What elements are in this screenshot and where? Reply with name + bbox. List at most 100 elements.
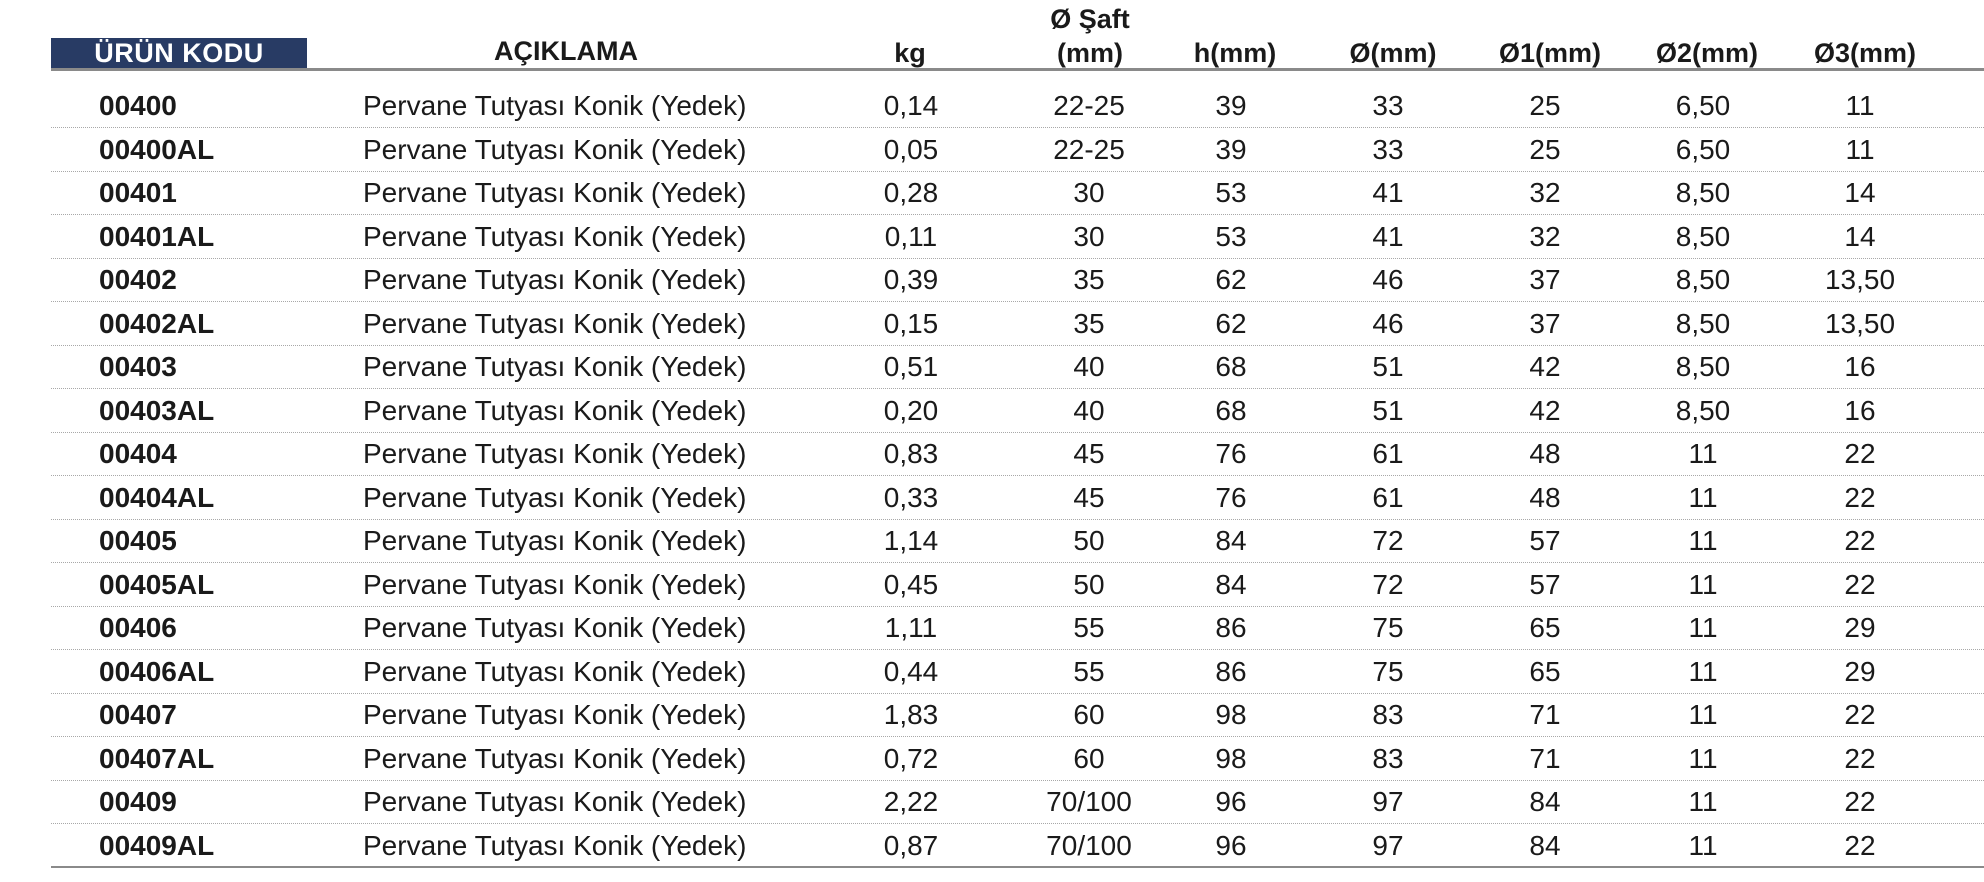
header-h: h(mm)	[1193, 38, 1277, 68]
cell-d1: 84	[1529, 829, 1561, 861]
cell-shaft: 40	[1073, 394, 1105, 426]
table-row: 00406AL Pervane Tutyası Konik (Yedek) 0,44…	[51, 650, 1984, 694]
cell-d2: 11	[1688, 829, 1718, 861]
cell-description: Pervane Tutyası Konik (Yedek)	[363, 438, 747, 469]
header-rule	[51, 68, 1984, 71]
header-description: AÇIKLAMA	[494, 36, 638, 66]
cell-shaft: 45	[1073, 481, 1105, 513]
cell-d2: 11	[1688, 786, 1718, 817]
cell-kg: 0,44	[883, 655, 939, 687]
cell-code: 00401	[99, 177, 177, 208]
cell-d3: 29	[1844, 612, 1876, 643]
cell-d3: 29	[1844, 655, 1876, 687]
cell-h: 96	[1215, 829, 1247, 861]
cell-shaft: 35	[1073, 264, 1105, 295]
cell-d3: 11	[1845, 133, 1875, 165]
cell-h: 76	[1215, 481, 1247, 513]
table-row: 00404AL Pervane Tutyası Konik (Yedek) 0,33…	[51, 476, 1984, 520]
cell-kg: 0,14	[883, 90, 939, 121]
cell-h: 53	[1215, 177, 1247, 208]
cell-kg: 0,11	[884, 220, 938, 252]
cell-d: 97	[1372, 786, 1404, 817]
cell-shaft: 30	[1073, 220, 1105, 252]
header-d3: Ø3(mm)	[1813, 38, 1916, 68]
cell-shaft: 22-25	[1053, 90, 1125, 121]
cell-h: 98	[1215, 742, 1247, 774]
cell-kg: 0,15	[883, 307, 939, 339]
cell-kg: 0,33	[883, 481, 939, 513]
cell-d: 72	[1372, 568, 1404, 600]
cell-d3: 22	[1844, 742, 1876, 774]
cell-description: Pervane Tutyası Konik (Yedek)	[363, 133, 747, 165]
cell-kg: 1,14	[883, 525, 939, 556]
cell-shaft: 55	[1073, 655, 1105, 687]
cell-shaft: 50	[1073, 568, 1105, 600]
cell-code: 00403AL	[99, 394, 215, 426]
cell-d1: 25	[1529, 133, 1561, 165]
table-row: 00405AL Pervane Tutyası Konik (Yedek) 0,45…	[51, 563, 1984, 607]
cell-d: 41	[1372, 220, 1404, 252]
cell-shaft: 45	[1073, 438, 1105, 469]
header-shaft-line1: Ø Şaft	[1050, 4, 1130, 34]
cell-d: 72	[1372, 525, 1404, 556]
cell-d2: 8,50	[1675, 264, 1731, 295]
table-row: 00402AL Pervane Tutyası Konik (Yedek) 0,15…	[51, 302, 1984, 346]
cell-code: 00402	[99, 264, 177, 295]
table-row: 00409AL Pervane Tutyası Konik (Yedek) 0,87…	[51, 824, 1984, 868]
cell-d3: 16	[1844, 394, 1876, 426]
cell-shaft: 55	[1073, 612, 1105, 643]
cell-code: 00407AL	[99, 742, 215, 774]
cell-d3: 13,50	[1824, 264, 1896, 295]
cell-d3: 22	[1844, 699, 1876, 730]
cell-description: Pervane Tutyası Konik (Yedek)	[363, 90, 747, 121]
cell-description: Pervane Tutyası Konik (Yedek)	[363, 655, 747, 687]
cell-code: 00403	[99, 351, 177, 382]
cell-d2: 11	[1688, 742, 1718, 774]
cell-d3: 22	[1844, 481, 1876, 513]
cell-d: 83	[1372, 699, 1404, 730]
cell-d2: 8,50	[1675, 394, 1731, 426]
cell-code: 00405	[99, 525, 177, 556]
cell-d1: 32	[1529, 177, 1561, 208]
cell-d1: 25	[1529, 90, 1561, 121]
cell-kg: 1,83	[883, 699, 939, 730]
cell-d2: 11	[1688, 612, 1718, 643]
cell-d3: 22	[1844, 525, 1876, 556]
cell-d3: 22	[1844, 568, 1876, 600]
header-shaft-line2: (mm)	[1057, 38, 1123, 68]
cell-d3: 13,50	[1824, 307, 1896, 339]
cell-d3: 22	[1844, 829, 1876, 861]
table-row: 00404 Pervane Tutyası Konik (Yedek) 0,83 45…	[51, 432, 1984, 476]
cell-h: 86	[1215, 655, 1247, 687]
cell-code: 00402AL	[99, 307, 215, 339]
cell-d1: 37	[1529, 264, 1561, 295]
cell-h: 39	[1215, 133, 1247, 165]
cell-code: 00405AL	[99, 568, 215, 600]
cell-description: Pervane Tutyası Konik (Yedek)	[363, 612, 747, 643]
cell-d3: 22	[1844, 786, 1876, 817]
cell-shaft: 35	[1073, 307, 1105, 339]
cell-description: Pervane Tutyası Konik (Yedek)	[363, 264, 747, 295]
cell-h: 62	[1215, 307, 1247, 339]
table-row: 00406 Pervane Tutyası Konik (Yedek) 1,11 55…	[51, 606, 1984, 650]
cell-d1: 48	[1529, 481, 1561, 513]
cell-description: Pervane Tutyası Konik (Yedek)	[363, 829, 747, 861]
cell-d: 61	[1372, 481, 1404, 513]
cell-d1: 71	[1529, 742, 1561, 774]
cell-d: 33	[1372, 90, 1404, 121]
cell-shaft: 30	[1073, 177, 1105, 208]
table-row: 00400 Pervane Tutyası Konik (Yedek) 0,14 22…	[51, 84, 1984, 128]
cell-code: 00404AL	[99, 481, 215, 513]
cell-d2: 11	[1688, 525, 1718, 556]
cell-kg: 0,72	[883, 742, 939, 774]
cell-d2: 8,50	[1675, 220, 1731, 252]
cell-shaft: 70/100	[1046, 786, 1132, 817]
cell-d1: 42	[1529, 351, 1561, 382]
cell-code: 00406	[99, 612, 177, 643]
cell-d3: 14	[1844, 220, 1876, 252]
cell-h: 76	[1215, 438, 1247, 469]
cell-description: Pervane Tutyası Konik (Yedek)	[363, 699, 747, 730]
cell-h: 98	[1215, 699, 1247, 730]
cell-description: Pervane Tutyası Konik (Yedek)	[363, 177, 747, 208]
cell-shaft: 22-25	[1053, 133, 1125, 165]
